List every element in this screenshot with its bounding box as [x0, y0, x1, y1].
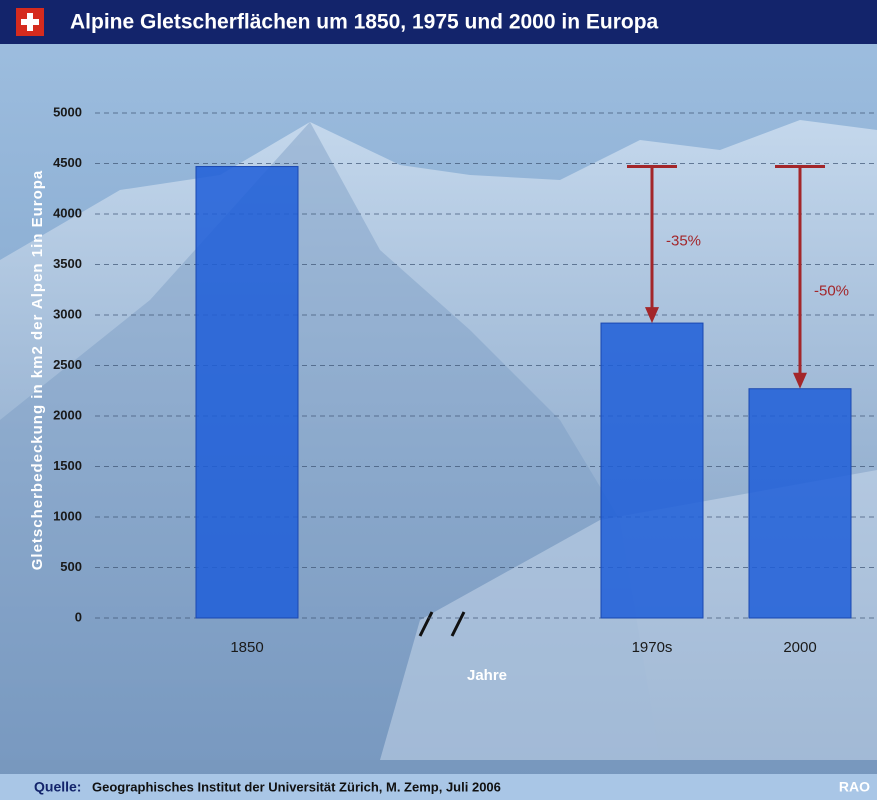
x-axis-title: Jahre: [467, 667, 507, 684]
arrow-head: [645, 307, 659, 324]
arrow-head: [793, 372, 807, 389]
bar: [195, 166, 299, 619]
annotation: -50%: [814, 282, 849, 299]
footer-bar: [0, 774, 877, 800]
x-tick-label: 1970s: [632, 639, 673, 656]
flag-cross: [21, 19, 39, 25]
y-tick-label: 3000: [53, 306, 82, 321]
x-tick-label: 2000: [783, 639, 816, 656]
source-label: Quelle:: [34, 779, 81, 795]
source-text: Geographisches Institut der Universität …: [92, 779, 501, 794]
y-tick-label: 3500: [53, 256, 82, 271]
bar: [748, 388, 852, 619]
y-tick-label: 0: [75, 609, 82, 624]
title-bar: [0, 0, 877, 44]
bar: [600, 322, 704, 619]
y-tick-label: 5000: [53, 104, 82, 119]
y-axis-title: Gletscherbedeckung in km2 der Alpen 1in …: [29, 170, 46, 571]
y-tick-label: 500: [60, 559, 82, 574]
logo: RAO: [839, 779, 870, 795]
y-tick-label: 4500: [53, 155, 82, 170]
x-tick-label: 1850: [230, 639, 263, 656]
y-tick-label: 2000: [53, 407, 82, 422]
y-tick-label: 1000: [53, 508, 82, 523]
y-tick-label: 4000: [53, 205, 82, 220]
chart-title: Alpine Gletscherflächen um 1850, 1975 un…: [70, 11, 659, 34]
y-tick-label: 1500: [53, 458, 82, 473]
y-tick-label: 2500: [53, 357, 82, 372]
mountain-shade: [0, 122, 660, 760]
annotation: -35%: [666, 232, 701, 249]
axis-break: [450, 611, 466, 637]
axis-break: [418, 611, 434, 637]
